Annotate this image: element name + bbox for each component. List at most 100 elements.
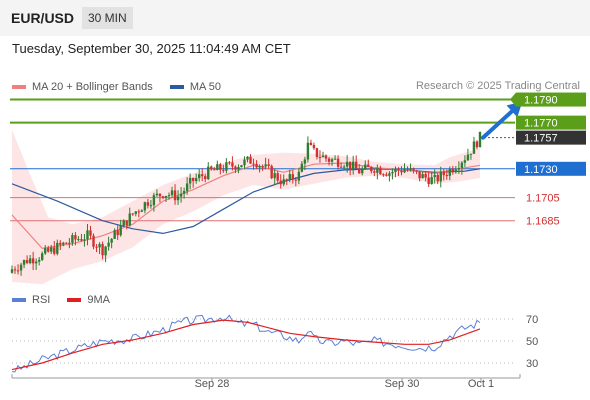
candle-body xyxy=(249,156,252,164)
period-selector[interactable]: 30 MIN xyxy=(82,7,133,29)
candle xyxy=(62,241,65,247)
candle-body xyxy=(143,202,147,211)
candle xyxy=(128,207,131,227)
candle xyxy=(185,177,189,195)
candle xyxy=(309,139,313,146)
level-box-1.1790 xyxy=(516,92,586,107)
candle xyxy=(306,136,310,163)
candle-body xyxy=(22,260,26,265)
candle xyxy=(164,195,168,203)
candle xyxy=(204,173,207,183)
candle xyxy=(146,198,150,209)
candle-body xyxy=(107,242,110,247)
candle xyxy=(282,174,285,187)
candle xyxy=(231,156,234,171)
candle-body xyxy=(279,180,282,185)
candle-body xyxy=(255,163,258,168)
candle-body xyxy=(207,166,210,180)
candle-body xyxy=(201,174,204,177)
candle xyxy=(421,171,424,179)
candle-body xyxy=(182,191,186,194)
candle xyxy=(116,225,119,240)
candle xyxy=(104,245,107,263)
candle-body xyxy=(342,166,346,168)
candle xyxy=(255,160,258,170)
candle-body xyxy=(288,174,291,181)
candle-body xyxy=(297,171,301,181)
candle-body xyxy=(86,230,89,240)
candle xyxy=(324,154,328,162)
candle xyxy=(182,187,186,199)
candle xyxy=(176,190,180,205)
candle-body xyxy=(312,144,316,149)
legend-rsi-ma: 9MA xyxy=(67,294,110,306)
candle-body xyxy=(53,247,56,254)
candle-body xyxy=(394,168,397,173)
candle xyxy=(355,155,358,169)
candle xyxy=(345,155,349,173)
candle-body xyxy=(113,230,116,239)
candle xyxy=(433,169,436,184)
candle-body xyxy=(339,166,343,168)
candle xyxy=(237,164,240,174)
candle-body xyxy=(391,172,394,174)
candle-body xyxy=(303,159,307,164)
candle xyxy=(246,156,249,163)
candle-body xyxy=(315,148,319,157)
rsi-ma-label: 9MA xyxy=(87,294,111,306)
candle-body xyxy=(246,156,249,160)
candle xyxy=(140,209,144,212)
candle-body xyxy=(400,170,403,173)
candle xyxy=(225,158,228,174)
candle xyxy=(351,155,355,175)
candle-body xyxy=(131,213,134,215)
candle xyxy=(80,233,83,242)
candle-body xyxy=(128,213,131,226)
candle xyxy=(92,233,95,250)
candle xyxy=(454,166,458,174)
candle-body xyxy=(149,205,153,207)
candle xyxy=(400,166,403,176)
candle xyxy=(424,170,427,182)
candle-body xyxy=(397,168,400,171)
candle-body xyxy=(59,242,62,245)
candle xyxy=(409,163,412,172)
candle xyxy=(288,169,291,183)
candle-body xyxy=(50,247,53,252)
candle-body xyxy=(469,153,473,155)
candle xyxy=(382,173,385,177)
candle-body xyxy=(373,171,376,173)
candle xyxy=(161,195,165,200)
candle-body xyxy=(44,248,47,254)
candle-body xyxy=(367,164,370,167)
candle-body xyxy=(427,177,430,185)
candle xyxy=(312,142,316,150)
candle xyxy=(25,255,29,265)
candle xyxy=(261,164,264,171)
candle xyxy=(37,256,41,266)
candle-body xyxy=(333,158,337,160)
candle-body xyxy=(282,179,285,185)
level-box-1.1770 xyxy=(516,115,586,130)
candle-body xyxy=(198,174,201,179)
candle-body xyxy=(146,202,150,206)
candle xyxy=(391,168,394,180)
candle-body xyxy=(436,174,439,182)
candle xyxy=(213,167,216,171)
candle xyxy=(439,166,442,188)
candle-body xyxy=(252,163,255,165)
candle-body xyxy=(204,176,207,180)
candle xyxy=(388,171,391,182)
candle-body xyxy=(276,173,279,181)
candle xyxy=(472,136,476,154)
candle-body xyxy=(110,238,113,243)
candle xyxy=(252,158,255,170)
candle xyxy=(463,155,467,168)
candle xyxy=(430,171,433,185)
candle-body xyxy=(119,225,122,236)
candle-body xyxy=(167,195,171,197)
candle-body xyxy=(188,177,192,184)
candle-body xyxy=(409,168,412,171)
candle-body xyxy=(291,174,294,180)
candle xyxy=(445,169,448,180)
